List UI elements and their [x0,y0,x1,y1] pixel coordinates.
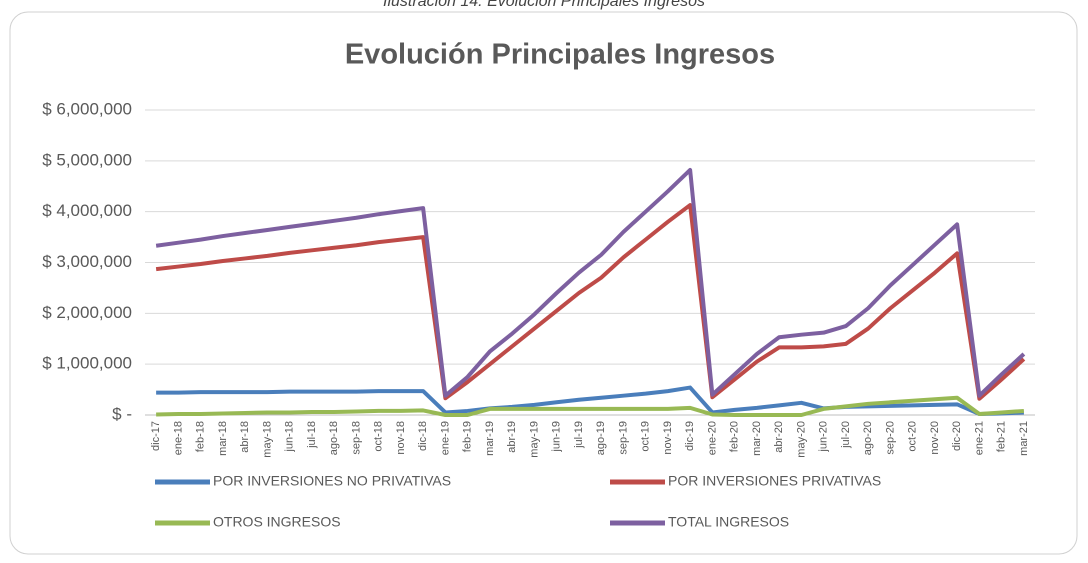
x-tick-label: feb-18 [195,421,207,452]
x-tick-label: ene-18 [172,421,184,455]
x-tick-label: mar-20 [751,421,763,456]
chart-border [9,11,1078,555]
x-tick-label: oct-19 [640,421,652,452]
x-tick-label: nov-19 [662,421,674,455]
x-tick-label: dic-17 [150,421,162,451]
y-tick-label: $ 1,000,000 [42,354,132,373]
x-tick-label: jun-19 [551,421,563,453]
y-tick-label: $ 5,000,000 [42,150,132,169]
series-line [156,385,1024,416]
x-tick-label: feb-19 [462,421,474,452]
x-tick-label: ene-19 [439,421,451,455]
x-tick-label: feb-21 [996,421,1008,452]
x-tick-label: ene-21 [973,421,985,455]
y-tick-label: $ 4,000,000 [42,201,132,220]
x-tick-label: dic-19 [684,421,696,451]
x-tick-label: sep-19 [617,421,629,455]
x-tick-label: abr-20 [773,421,785,453]
x-tick-label: mar-21 [1018,421,1030,456]
x-tick-label: sep-20 [884,421,896,455]
legend-label: TOTAL INGRESOS [668,514,789,530]
x-tick-label: nov-18 [395,421,407,455]
x-tick-label: ago-19 [595,421,607,455]
x-tick-label: ene-20 [706,421,718,455]
legend-label: OTROS INGRESOS [213,514,341,530]
x-tick-label: abr-18 [239,421,251,453]
caption: Ilustración 14: Evolución Principales In… [383,0,705,10]
x-tick-label: may-19 [528,421,540,458]
x-tick-label: ago-20 [862,421,874,455]
x-tick-label: sep-18 [350,421,362,455]
series-line [156,395,1025,417]
x-tick-label: abr-19 [506,421,518,453]
x-tick-label: mar-18 [217,421,229,456]
x-tick-label: mar-19 [484,421,496,456]
x-tick-label: may-18 [261,421,273,458]
series-line [155,203,1026,401]
x-tick-label: jul-18 [306,421,318,449]
x-tick-label: jul-19 [573,421,585,449]
y-tick-label: $ 6,000,000 [42,99,132,118]
x-tick-label: jun-20 [818,421,830,453]
x-tick-label: feb-20 [729,421,741,452]
x-tick-label: jul-20 [840,421,852,449]
x-tick-label: dic-18 [417,421,429,451]
x-tick-label: ago-18 [328,421,340,455]
x-tick-label: nov-20 [929,421,941,455]
x-tick-label: may-20 [795,421,807,458]
legend-label: POR INVERSIONES NO PRIVATIVAS [213,473,451,489]
y-tick-label: $ 2,000,000 [42,303,132,322]
y-tick-label: $ 3,000,000 [42,252,132,271]
x-tick-label: oct-20 [907,421,919,452]
chart-title: Evolución Principales Ingresos [345,39,775,71]
series-line [155,167,1026,398]
x-tick-label: dic-20 [951,421,963,451]
legend-label: POR INVERSIONES PRIVATIVAS [668,473,881,489]
x-tick-label: jun-18 [284,421,296,453]
x-tick-label: oct-18 [373,421,385,452]
y-tick-label: $ - [112,404,132,423]
